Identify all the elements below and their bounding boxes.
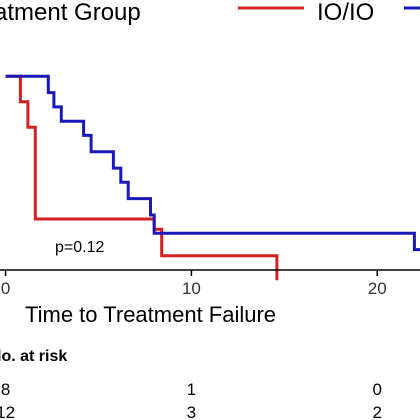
- risk-table-cell: 12: [0, 403, 15, 420]
- survival-curves: [5, 74, 420, 281]
- risk-table-cell: 3: [187, 403, 196, 420]
- survival-curve-1: [5, 74, 279, 281]
- risk-table-cell: 8: [1, 380, 10, 399]
- p-value-annotation: p=0.12: [55, 239, 104, 256]
- risk-table: lo. at risk 8 1 012 3 2: [0, 348, 382, 420]
- risk-table-cell: 0: [373, 380, 382, 399]
- legend-label-io-io: IO/IO: [317, 0, 374, 26]
- x-tick-label: 20: [368, 279, 387, 298]
- legend: atment Group IO/IO: [0, 0, 420, 26]
- x-tick-label: 10: [182, 279, 201, 298]
- x-axis: 0 10 20: [0, 269, 420, 298]
- risk-table-cell: 1: [187, 380, 196, 399]
- risk-table-title: lo. at risk: [0, 348, 67, 365]
- risk-table-cell: 2: [373, 403, 382, 420]
- x-tick-label: 0: [1, 279, 10, 298]
- legend-title: atment Group: [0, 0, 141, 26]
- x-axis-title: Time to Treatment Failure: [25, 302, 276, 327]
- survival-curve-2: [5, 74, 420, 252]
